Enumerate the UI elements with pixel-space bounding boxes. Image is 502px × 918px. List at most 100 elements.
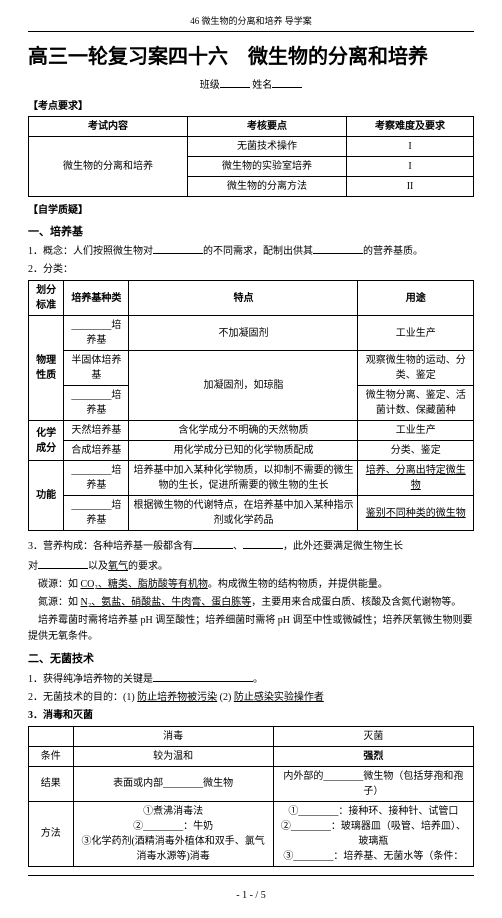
st-r3c1-3: ③化学药剂(酒精消毒外植体和双手、氯气消毒水源等)消毒 xyxy=(78,834,269,864)
nutrition-line2: 对 以及氧气的要求。 xyxy=(28,557,474,575)
s2-2a: 2．无菌技术的目的：(1) xyxy=(28,692,137,703)
section2-title: 二、无菌技术 xyxy=(28,651,474,668)
exam-requirements-label: 【考点要求】 xyxy=(28,99,474,114)
ct-1-1-1: 用化学成分已知的化学物质配成 xyxy=(129,441,358,461)
ct-0-1-2: 观察微生物的运动、分类、鉴定 xyxy=(358,351,474,386)
ct-2-1-2: 鉴别不同种类的微生物 xyxy=(358,496,474,531)
s1-3b: 、 xyxy=(233,541,243,552)
name-label: 姓名 xyxy=(252,80,272,91)
ct-std1: 化学成分 xyxy=(29,421,64,461)
top-rule xyxy=(28,31,474,32)
page-footer: - 1 - / 5 xyxy=(28,888,474,903)
exam-table: 考试内容 考核要点 考察难度及要求 微生物的分离和培养 无菌技术操作 I 微生物… xyxy=(28,116,474,197)
s2-item2: 2．无菌技术的目的：(1) 防止培养物被污染 (2) 防止感染实验操作者 xyxy=(28,690,474,706)
st-rowlabel1: 结果 xyxy=(29,766,74,801)
exam-th-content: 考试内容 xyxy=(29,116,188,136)
st-r1c1: 较为温和 xyxy=(73,746,273,766)
exam-th-difficulty: 考察难度及要求 xyxy=(347,116,474,136)
ct-1-1-2: 分类、鉴定 xyxy=(358,441,474,461)
st-r3c1: ①煮沸消毒法 ②________：牛奶 ③化学药剂(酒精消毒外植体和双手、氯气消… xyxy=(73,801,273,866)
s1-3d: 对 xyxy=(28,561,38,572)
ct-2-1-0: ________培养基 xyxy=(64,496,129,531)
ct-2-0-2: 培养、分离出特定微生物 xyxy=(358,461,474,496)
st-col2h: 灭菌 xyxy=(273,726,473,746)
exam-th-points: 考核要点 xyxy=(188,116,347,136)
st-r3c1-2: ②________：牛奶 xyxy=(78,819,269,834)
s1-3e: 以及 xyxy=(88,561,108,572)
ct-h0: 划分标准 xyxy=(29,281,64,316)
ct-h1: 培养基种类 xyxy=(64,281,129,316)
nitrogen-a: 氮源：如 xyxy=(38,597,81,608)
st-r1c2: 强烈 xyxy=(273,746,473,766)
ct-std0: 物理性质 xyxy=(29,316,64,421)
s1-item1b: 的不同需求，配制出供其 xyxy=(203,246,313,257)
s2-1a: 1．获得纯净培养物的关键是 xyxy=(28,674,153,685)
s2-2u2: 防止感染实验操作者 xyxy=(234,692,324,703)
ct-1-0-2: 工业生产 xyxy=(358,421,474,441)
s1-item1c: 的营养基质。 xyxy=(363,246,423,257)
subheader: 班级 姓名 xyxy=(28,76,474,93)
ct-0-1-1: 加凝固剂，如琼脂 xyxy=(129,351,358,421)
st-empty xyxy=(29,726,74,746)
s1-item1a: 1．概念：人们按照微生物对 xyxy=(28,246,153,257)
exam-r3c2: II xyxy=(347,176,474,196)
s1-classify: 2．分类： xyxy=(28,262,474,278)
mold-line: 培养霉菌时需将培养基 pH 调至酸性；培养细菌时需将 pH 调至中性或微碱性；培… xyxy=(28,613,474,645)
st-r3c2: ①________：接种环、接种针、试管口 ②________：玻璃器皿（吸管、… xyxy=(273,801,473,866)
exam-content-cell: 微生物的分离和培养 xyxy=(29,136,188,196)
exam-r1c1: 无菌技术操作 xyxy=(188,136,347,156)
s1-concept: 1．概念：人们按照微生物对 的不同需求，配制出供其 的营养基质。 xyxy=(28,242,474,260)
s2-2u1: 防止培养物被污染 xyxy=(137,692,217,703)
ct-0-2-0: ________培养基 xyxy=(64,386,129,421)
s2-item1: 1．获得纯净培养物的关键是 。 xyxy=(28,670,474,688)
ct-0-0-1: 不加凝固剂 xyxy=(129,316,358,351)
s1-3a: 3．营养构成：各种培养基一般都含有 xyxy=(28,541,193,552)
section1-title: 一、培养基 xyxy=(28,224,474,241)
sterile-table: 消毒 灭菌 条件 较为温和 强烈 结果 表面或内部________微生物 内外部… xyxy=(28,726,474,867)
st-r3c2-3: ③________：培养基、无菌水等（条件： xyxy=(278,849,469,864)
ct-1-1-0: 合成培养基 xyxy=(64,441,129,461)
ct-h3: 用途 xyxy=(358,281,474,316)
nitrogen-line: 氮源：如 N₂、氨盐、硝酸盐、牛肉膏、蛋白胨等，主要用来合成蛋白质、核酸及含氮代… xyxy=(28,595,474,611)
ct-h2: 特点 xyxy=(129,281,358,316)
ct-2-1-1: 根据微生物的代谢特点，在培养基中加入某种指示剂或化学药品 xyxy=(129,496,358,531)
ct-0-0-2: 工业生产 xyxy=(358,316,474,351)
st-rowlabel2: 方法 xyxy=(29,801,74,866)
st-col1h: 消毒 xyxy=(73,726,273,746)
ct-1-0-0: 天然培养基 xyxy=(64,421,129,441)
st-r2c1: 表面或内部________微生物 xyxy=(73,766,273,801)
s2-2mid: (2) xyxy=(217,692,234,703)
ct-0-1-0: 半固体培养基 xyxy=(64,351,129,386)
carbon-a: 碳源：如 xyxy=(38,579,81,590)
nitrogen-end: ，主要用来合成蛋白质、核酸及含氮代谢物等。 xyxy=(251,597,461,608)
carbon-u: CO₂、糖类、脂肪酸等有机物 xyxy=(81,579,208,590)
st-r3c2-2: ②________：玻璃器皿（吸管、培养皿）、玻璃瓶 xyxy=(278,819,469,849)
s1-3f: 氧气 xyxy=(108,561,128,572)
exam-r3c1: 微生物的分离方法 xyxy=(188,176,347,196)
ct-std2: 功能 xyxy=(29,461,64,531)
s2-item3: 3．消毒和灭菌 xyxy=(28,708,474,724)
page-header: 46 微生物的分离和培养 导学案 xyxy=(28,15,474,29)
s2-1b: 。 xyxy=(253,674,263,685)
st-rowlabel0: 条件 xyxy=(29,746,74,766)
self-study-label: 【自学质疑】 xyxy=(28,203,474,218)
carbon-line: 碳源：如 CO₂、糖类、脂肪酸等有机物。构成微生物的结构物质，并提供能量。 xyxy=(28,577,474,593)
st-r2c2: 内外部的________微生物（包括芽孢和孢子） xyxy=(273,766,473,801)
ct-2-0-0: ________培养基 xyxy=(64,461,129,496)
class-label: 班级 xyxy=(200,80,220,91)
st-r3c2-1: ①________：接种环、接种针、试管口 xyxy=(278,804,469,819)
s1-3g: 的要求。 xyxy=(128,561,168,572)
s1-3c: ，此外还要满足微生物生长 xyxy=(283,541,403,552)
exam-r1c2: I xyxy=(347,136,474,156)
bottom-rule xyxy=(28,875,474,876)
ct-0-0-0: ________培养基 xyxy=(64,316,129,351)
st-r3c1-1: ①煮沸消毒法 xyxy=(78,804,269,819)
ct-1-0-1: 含化学成分不明确的天然物质 xyxy=(129,421,358,441)
exam-r2c1: 微生物的实验室培养 xyxy=(188,156,347,176)
exam-r2c2: I xyxy=(347,156,474,176)
classification-table: 划分标准 培养基种类 特点 用途 物理性质 ________培养基 不加凝固剂 … xyxy=(28,280,474,531)
main-title: 高三一轮复习案四十六 微生物的分离和培养 xyxy=(28,42,474,72)
ct-0-2-2: 微生物分离、鉴定、活菌计数、保藏菌种 xyxy=(358,386,474,421)
nitrogen-u: N₂、氨盐、硝酸盐、牛肉膏、蛋白胨等 xyxy=(81,597,252,608)
ct-2-0-1: 培养基中加入某种化学物质，以抑制不需要的微生物的生长，促进所需要的微生物的生长 xyxy=(129,461,358,496)
